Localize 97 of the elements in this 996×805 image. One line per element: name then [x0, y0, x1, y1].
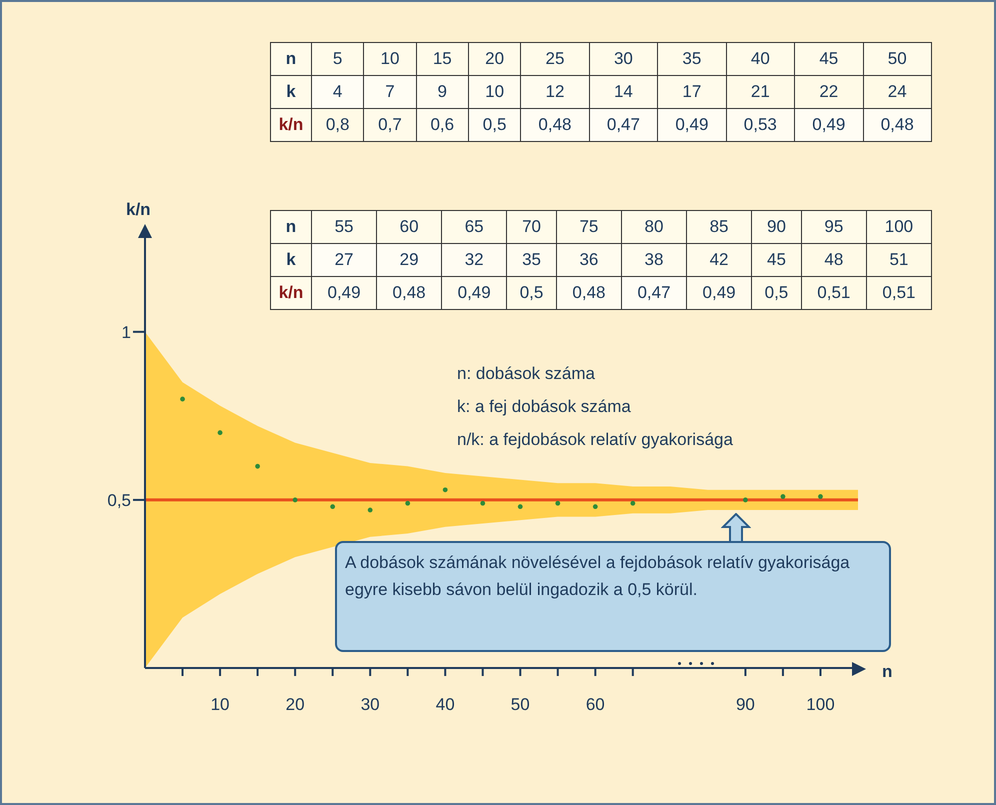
- data-label: 0,5: [468, 108, 521, 142]
- data-label: 0,6: [416, 108, 468, 142]
- point: [368, 508, 373, 512]
- data-label: 48: [801, 244, 866, 276]
- data-label: 12: [520, 76, 590, 108]
- point: [818, 494, 823, 499]
- x-tick-label: 50: [863, 42, 932, 76]
- data-label: 0,47: [589, 108, 658, 142]
- x-tick-label: 15: [416, 42, 468, 76]
- data-label: 0,48: [556, 276, 622, 310]
- x-tick-label: 80: [621, 210, 687, 244]
- data-label: 0,5: [752, 276, 802, 310]
- data-label: 35: [506, 244, 556, 276]
- x-tick-label: 20: [468, 42, 521, 76]
- y-tick-label: k/n: [270, 108, 312, 142]
- point: [592, 504, 598, 510]
- point: [218, 430, 222, 436]
- x-tick-label: 50: [510, 695, 530, 714]
- data-label: 42: [686, 244, 752, 276]
- data-label: 0,49: [312, 276, 377, 310]
- x-tick-label: 90: [752, 210, 802, 244]
- annotation: n/k: a fejdobások relatív gyakorisága: [457, 429, 733, 451]
- x-tick-label: 75: [556, 210, 622, 244]
- data-label: 7: [364, 76, 416, 108]
- point: [442, 487, 448, 492]
- x-tick-label: 10: [364, 42, 416, 76]
- y-tick-label: k: [270, 244, 312, 276]
- data-label: 36: [556, 244, 622, 276]
- x-tick-label: 30: [360, 695, 380, 714]
- point: [255, 464, 260, 469]
- data-label: 0,48: [520, 108, 590, 142]
- data-label: 0,51: [866, 276, 932, 310]
- data-label: 0,53: [726, 108, 795, 142]
- point: [743, 498, 748, 502]
- x-tick-label: 40: [726, 42, 795, 76]
- x-tick-label: 20: [286, 695, 305, 714]
- data-label: 32: [442, 244, 507, 276]
- data-label: 0,49: [794, 108, 864, 142]
- data-label: 17: [658, 76, 726, 108]
- x-tick-label: 100: [866, 210, 932, 244]
- data-label: 51: [866, 244, 932, 276]
- point: [292, 498, 298, 502]
- data-label: 4: [312, 76, 364, 108]
- point: [630, 500, 636, 506]
- point: [180, 396, 185, 402]
- point: [518, 504, 523, 510]
- data-label: 38: [621, 244, 687, 276]
- x-tick-label: 40: [436, 695, 455, 714]
- x-tick-label: 90: [736, 695, 755, 714]
- y-tick-label: k: [270, 76, 312, 108]
- data-label: 0,51: [801, 276, 866, 310]
- data-label: 0,47: [621, 276, 687, 310]
- data-label: 0,48: [863, 108, 932, 142]
- data-label: 27: [312, 244, 377, 276]
- point: [330, 504, 336, 510]
- data-label: 21: [726, 76, 795, 108]
- x-tick-label: 35: [658, 42, 726, 76]
- y-tick-label: k/n: [270, 276, 312, 310]
- y-tick-label: 1: [122, 322, 131, 342]
- x-axis-title: n: [270, 210, 312, 244]
- x-tick-label: 25: [520, 42, 590, 76]
- point: [555, 500, 560, 506]
- data-label: 10: [468, 76, 521, 108]
- x-tick-label: 45: [794, 42, 864, 76]
- x-tick-label: 55: [312, 210, 377, 244]
- data-label: 0,8: [312, 108, 364, 142]
- data-label: 24: [863, 76, 932, 108]
- data-label: 29: [376, 244, 442, 276]
- data-label: 0,49: [686, 276, 752, 310]
- x-tick-label: 100: [806, 695, 835, 714]
- x-tick-label: 60: [586, 695, 605, 714]
- annotation: k: a fej dobások száma: [457, 396, 632, 418]
- point: [480, 500, 486, 506]
- point: [405, 500, 410, 506]
- annotation: A dobások számának növelésével a fejdobások relatív gyakorisága egyre kisebb sávon belül ingadozik a 0,5 körül.: [335, 541, 891, 652]
- x-tick-label: 10: [210, 695, 230, 714]
- x-tick-label: 95: [801, 210, 866, 244]
- data-label: 0,48: [376, 276, 442, 310]
- y-axis-title: k/n: [126, 200, 151, 220]
- x-tick-label: 5: [312, 42, 364, 76]
- x-axis-title: n: [270, 42, 312, 76]
- data-label: 0,5: [506, 276, 556, 310]
- data-label: 0,49: [658, 108, 726, 142]
- x-tick-label: 70: [506, 210, 556, 244]
- data-label: 0,49: [442, 276, 507, 310]
- data-label: 0,7: [364, 108, 416, 142]
- data-label: 22: [794, 76, 864, 108]
- x-tick-label: 65: [442, 210, 507, 244]
- x-tick-label: 60: [376, 210, 442, 244]
- annotation: n: dobások száma: [457, 363, 596, 385]
- point: [780, 494, 786, 499]
- data-label: 9: [416, 76, 468, 108]
- data-label: 14: [589, 76, 658, 108]
- data-label: 45: [752, 244, 802, 276]
- x-tick-label: 30: [589, 42, 658, 76]
- x-axis-title: n: [882, 662, 892, 682]
- x-tick-label: 85: [686, 210, 752, 244]
